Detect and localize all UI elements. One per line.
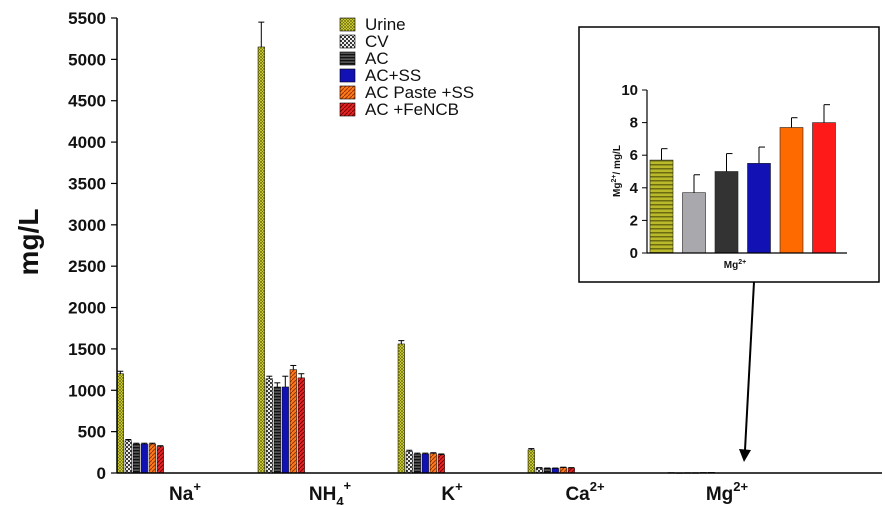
main-bar <box>265 378 273 474</box>
main-y-tick-label: 2000 <box>68 299 106 318</box>
inset-bar <box>714 171 739 254</box>
legend-label: AC Paste +SS <box>365 83 474 102</box>
main-bar <box>405 451 413 474</box>
inset-bar <box>779 127 804 254</box>
inset-bar <box>649 159 674 254</box>
main-category-label: K+ <box>441 479 463 505</box>
main-y-tick-label: 1500 <box>68 340 106 359</box>
main-bar <box>257 46 265 474</box>
inset-x-axis-label: Mg2+ <box>724 259 746 271</box>
main-bar <box>397 343 405 474</box>
legend-swatch <box>339 85 356 100</box>
main-category-label-sup: + <box>193 479 201 494</box>
main-bar <box>273 386 281 474</box>
main-bar <box>116 373 124 474</box>
main-y-tick-label: 0 <box>97 464 106 483</box>
inset-y-axis-label-sup: 2+ <box>611 175 618 183</box>
inset-y-tick-label: 4 <box>630 180 639 197</box>
main-y-tick-label: 5500 <box>68 9 106 28</box>
main-bar <box>140 443 148 474</box>
main-bar <box>281 386 289 474</box>
main-category-label-base: Na <box>169 484 194 505</box>
main-y-axis-label: mg/L <box>13 209 44 276</box>
main-y-tick-label: 3500 <box>68 174 106 193</box>
main-category-label: Na+ <box>169 479 201 505</box>
main-bar <box>148 443 156 474</box>
main-bar <box>421 453 429 474</box>
legend-label: AC <box>365 49 389 68</box>
main-y-tick-label: 4000 <box>68 133 106 152</box>
inset-y-axis-tick-labels: 0 2 4 6 8 10 <box>621 82 647 262</box>
main-bar <box>429 453 437 474</box>
main-y-tick-label: 1000 <box>68 381 106 400</box>
main-y-tick-label: 3000 <box>68 216 106 235</box>
main-bar <box>289 369 297 474</box>
inset-y-tick-label: 6 <box>630 147 638 164</box>
legend-label: AC+SS <box>365 66 421 85</box>
main-y-tick-label: 4500 <box>68 92 106 111</box>
inset-bar <box>812 122 836 254</box>
inset-y-axis-label-rest: / mg/L <box>612 145 623 174</box>
inset-bar <box>682 192 706 254</box>
inset-x-axis-label-base: Mg <box>724 260 738 271</box>
main-y-tick-label: 5000 <box>68 50 106 69</box>
main-bar <box>132 443 140 474</box>
main-category-label-sup: 2+ <box>590 479 605 494</box>
main-category-label: NH4+ <box>309 478 352 505</box>
main-y-tick-label: 500 <box>78 423 106 442</box>
inset-y-tick-label: 10 <box>621 82 638 99</box>
legend-swatch <box>339 34 356 49</box>
main-bar <box>297 377 305 474</box>
main-category-labels: Na+ NH4+ K+ Ca2+ Mg2+ <box>169 478 748 505</box>
main-bar <box>156 446 164 474</box>
inset-y-axis-label-base: Mg <box>612 182 623 196</box>
legend-swatch <box>339 102 356 117</box>
main-bar <box>124 440 132 474</box>
main-category-label-base: Mg <box>706 484 733 505</box>
pointer-arrow-line <box>744 281 755 451</box>
main-bar <box>559 467 567 474</box>
main-category-label-base: K <box>441 484 455 505</box>
legend-swatch <box>339 51 356 66</box>
inset-bars <box>649 104 836 254</box>
main-category-label: Ca2+ <box>565 479 605 505</box>
legend-label: AC +FeNCB <box>365 100 459 119</box>
legend-swatch <box>339 68 356 83</box>
main-category-label-sub: 4 <box>336 494 344 505</box>
main-category-label: Mg2+ <box>706 479 749 505</box>
inset-y-axis-label: Mg2+/ mg/L <box>611 145 623 197</box>
inset-y-tick-label: 0 <box>630 245 638 262</box>
inset-y-tick-label: 8 <box>630 115 638 132</box>
main-category-label-base: NH <box>309 484 336 505</box>
legend-swatch <box>339 17 356 32</box>
legend-label: CV <box>365 32 389 51</box>
inset-bar <box>747 163 771 254</box>
main-y-tick-label: 2500 <box>68 257 106 276</box>
main-category-label-sup: 2+ <box>733 479 748 494</box>
main-bar <box>527 449 535 474</box>
main-bar <box>437 454 445 474</box>
main-category-label-base: Ca <box>565 484 590 505</box>
main-category-label-sup: + <box>344 478 352 493</box>
inset-y-tick-label: 2 <box>630 212 638 229</box>
main-bar <box>413 453 421 474</box>
legend-label: Urine <box>365 15 406 34</box>
main-y-axis-tick-labels: 0 500 1000 1500 2000 2500 3000 3500 4000 4500 5000… <box>68 9 117 483</box>
main-category-label-sup: + <box>455 479 463 494</box>
pointer-arrow-head <box>739 449 751 462</box>
inset-x-axis-label-sup: 2+ <box>738 259 746 266</box>
